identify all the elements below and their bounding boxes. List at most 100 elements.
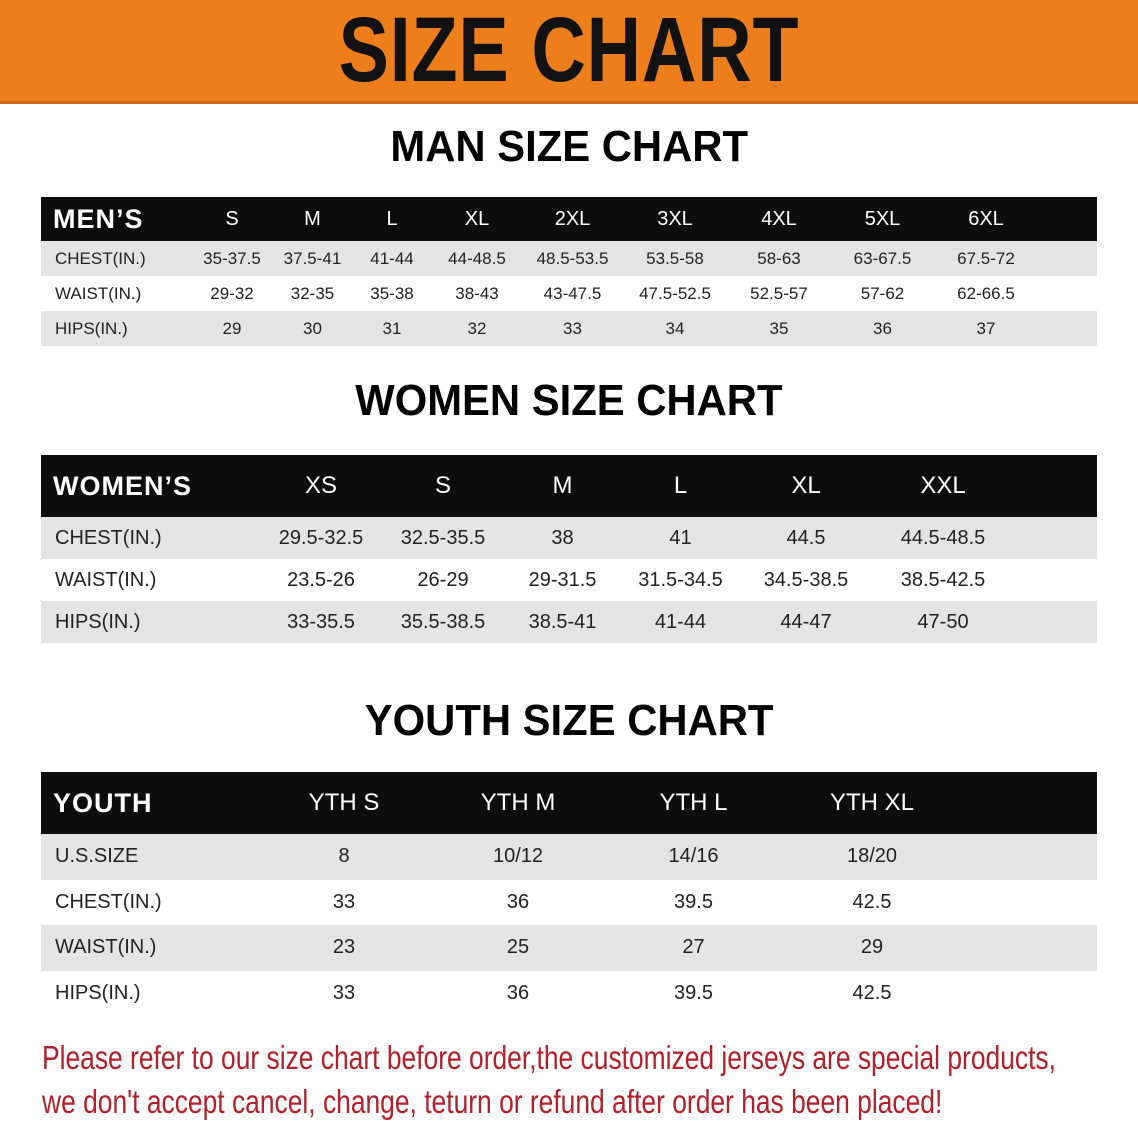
table-cell: 34 (665, 318, 685, 338)
table-cell: 34.5-38.5 (763, 568, 849, 591)
table-row: CHEST(IN.) 35-37.5 37.5-41 41-44 44-48.5 48.5… (41, 241, 1097, 276)
table-cell: 67.5-72 (957, 248, 1015, 268)
table-cell: 35.5-38.5 (400, 610, 486, 633)
size-header: 2XL (554, 207, 591, 230)
row-label: HIPS(IN.) (55, 981, 141, 1004)
table-cell: 44.5-48.5 (900, 526, 986, 549)
row-label: HIPS(IN.) (55, 318, 128, 338)
size-header: 6XL (968, 207, 1004, 230)
header-label: YOUTH (53, 787, 153, 818)
row-label: HIPS(IN.) (55, 610, 141, 633)
notice: Please refer to our size chart before or… (42, 1036, 1056, 1124)
table-cell: 29 (860, 936, 884, 959)
table-cell: 38.5-42.5 (900, 568, 986, 591)
table-cell: 44.5 (786, 526, 826, 549)
table-cell: 27 (682, 936, 705, 959)
row-label: WAIST(IN.) (55, 936, 157, 959)
table-cell: 37 (976, 318, 996, 338)
size-header: YTH XL (829, 789, 915, 816)
table-cell: 44-48.5 (448, 248, 506, 268)
size-header: XS (304, 472, 337, 499)
table-cell: 41-44 (370, 248, 414, 268)
table-cell: 63-67.5 (853, 248, 912, 268)
table-cell: 35-38 (370, 283, 414, 303)
size-header: XXL (920, 472, 966, 499)
size-header: L (673, 472, 688, 499)
table-cell: 42.5 (852, 981, 892, 1004)
table-cell: 43-47.5 (543, 283, 602, 303)
table-cell: 62-66.5 (957, 283, 1015, 303)
table-cell: 57-62 (860, 283, 905, 303)
table-cell: 8 (338, 845, 350, 868)
youth-title-text: YOUTH SIZE CHART (364, 696, 774, 745)
table-cell: 41 (669, 526, 692, 549)
table-row: HIPS(IN.) 29 30 31 32 33 34 35 36 37 (41, 311, 1097, 346)
size-header: YTH M (480, 789, 556, 816)
notice-line: we don't accept cancel, change, teturn o… (42, 1083, 943, 1120)
table-cell: 52.5-57 (750, 283, 808, 303)
size-header: M (304, 207, 321, 230)
men-title-text: MAN SIZE CHART (390, 122, 748, 171)
youth-title: YOUTH SIZE CHART (0, 696, 1138, 746)
table-cell: 36 (506, 981, 530, 1004)
table-cell: 44-47 (780, 610, 832, 633)
table-cell: 47-50 (917, 610, 969, 633)
table-cell: 32 (467, 318, 487, 338)
table-row: CHEST(IN.) 33 36 39.5 42.5 (41, 879, 1097, 925)
size-header: 4XL (761, 207, 797, 230)
table-row: WAIST(IN.) 23.5-26 26-29 29-31.5 31.5-34.5 34… (41, 559, 1097, 601)
table-cell: 47.5-52.5 (639, 283, 711, 303)
table-cell: 35 (769, 318, 789, 338)
table-cell: 33 (332, 981, 356, 1004)
table-cell: 39.5 (674, 981, 713, 1004)
size-header: 5XL (864, 207, 901, 230)
size-header: XL (464, 207, 490, 230)
youth-size-table: YOUTH YTH S YTH M YTH L YTH XL U.S.SIZE 8 10/12… (41, 772, 1097, 1016)
table-row: HIPS(IN.) 33-35.5 35.5-38.5 38.5-41 41-44 44-… (41, 601, 1097, 643)
table-cell: 23.5-26 (287, 568, 355, 591)
women-title-text: WOMEN SIZE CHART (355, 376, 783, 425)
table-cell: 31.5-34.5 (638, 568, 723, 591)
table-cell: 30 (303, 318, 322, 338)
table-cell: 10/12 (492, 845, 544, 868)
size-header: S (434, 472, 451, 499)
table-cell: 36 (506, 890, 530, 913)
table-cell: 58-63 (757, 248, 801, 268)
notice-line: Please refer to our size chart before or… (42, 1039, 1056, 1076)
row-label: WAIST(IN.) (55, 568, 157, 591)
header-label: MEN’S (53, 203, 144, 234)
men-size-table: MEN’S S M L XL 2XL 3XL 4XL 5XL 6XL CHEST(IN.) 35-37… (41, 197, 1097, 346)
row-label: CHEST(IN.) (55, 526, 162, 549)
table-cell: 29 (222, 318, 242, 338)
row-label: WAIST(IN.) (55, 283, 142, 303)
header-row: MEN’S S M L XL 2XL 3XL 4XL 5XL 6XL (41, 197, 1097, 241)
banner-title: SIZE CHART (338, 0, 800, 101)
table-cell: 35-37.5 (203, 248, 261, 268)
table-cell: 25 (506, 936, 530, 959)
table-cell: 32.5-35.5 (400, 526, 486, 549)
row-label: U.S.SIZE (55, 845, 139, 868)
table-cell: 32-35 (290, 283, 335, 303)
table-cell: 31 (382, 318, 402, 338)
table-cell: 36 (873, 318, 892, 338)
row-label: CHEST(IN.) (55, 248, 146, 268)
women-size-table: WOMEN’S XS S M L XL XXL CHEST(IN.) 29.5-32.5 32.5… (41, 455, 1097, 643)
table-row: U.S.SIZE 8 10/12 14/16 18/20 (41, 834, 1097, 880)
women-title: WOMEN SIZE CHART (0, 376, 1138, 426)
row-label: CHEST(IN.) (55, 890, 162, 913)
table-row: HIPS(IN.) 33 36 39.5 42.5 (41, 970, 1097, 1016)
table-cell: 26-29 (417, 568, 469, 591)
size-header: YTH S (308, 789, 380, 816)
size-header: 3XL (657, 207, 693, 230)
size-header: M (552, 472, 573, 499)
table-cell: 37.5-41 (283, 248, 342, 268)
table-cell: 41-44 (654, 610, 707, 633)
banner: SIZE CHART (0, 0, 1138, 104)
header-label: WOMEN’S (53, 470, 192, 501)
size-header: S (225, 207, 239, 230)
table-cell: 14/16 (668, 845, 719, 868)
table-cell: 23 (332, 936, 356, 959)
table-cell: 33 (563, 318, 582, 338)
table-cell: 42.5 (852, 890, 892, 913)
table-cell: 29-31.5 (528, 568, 597, 591)
